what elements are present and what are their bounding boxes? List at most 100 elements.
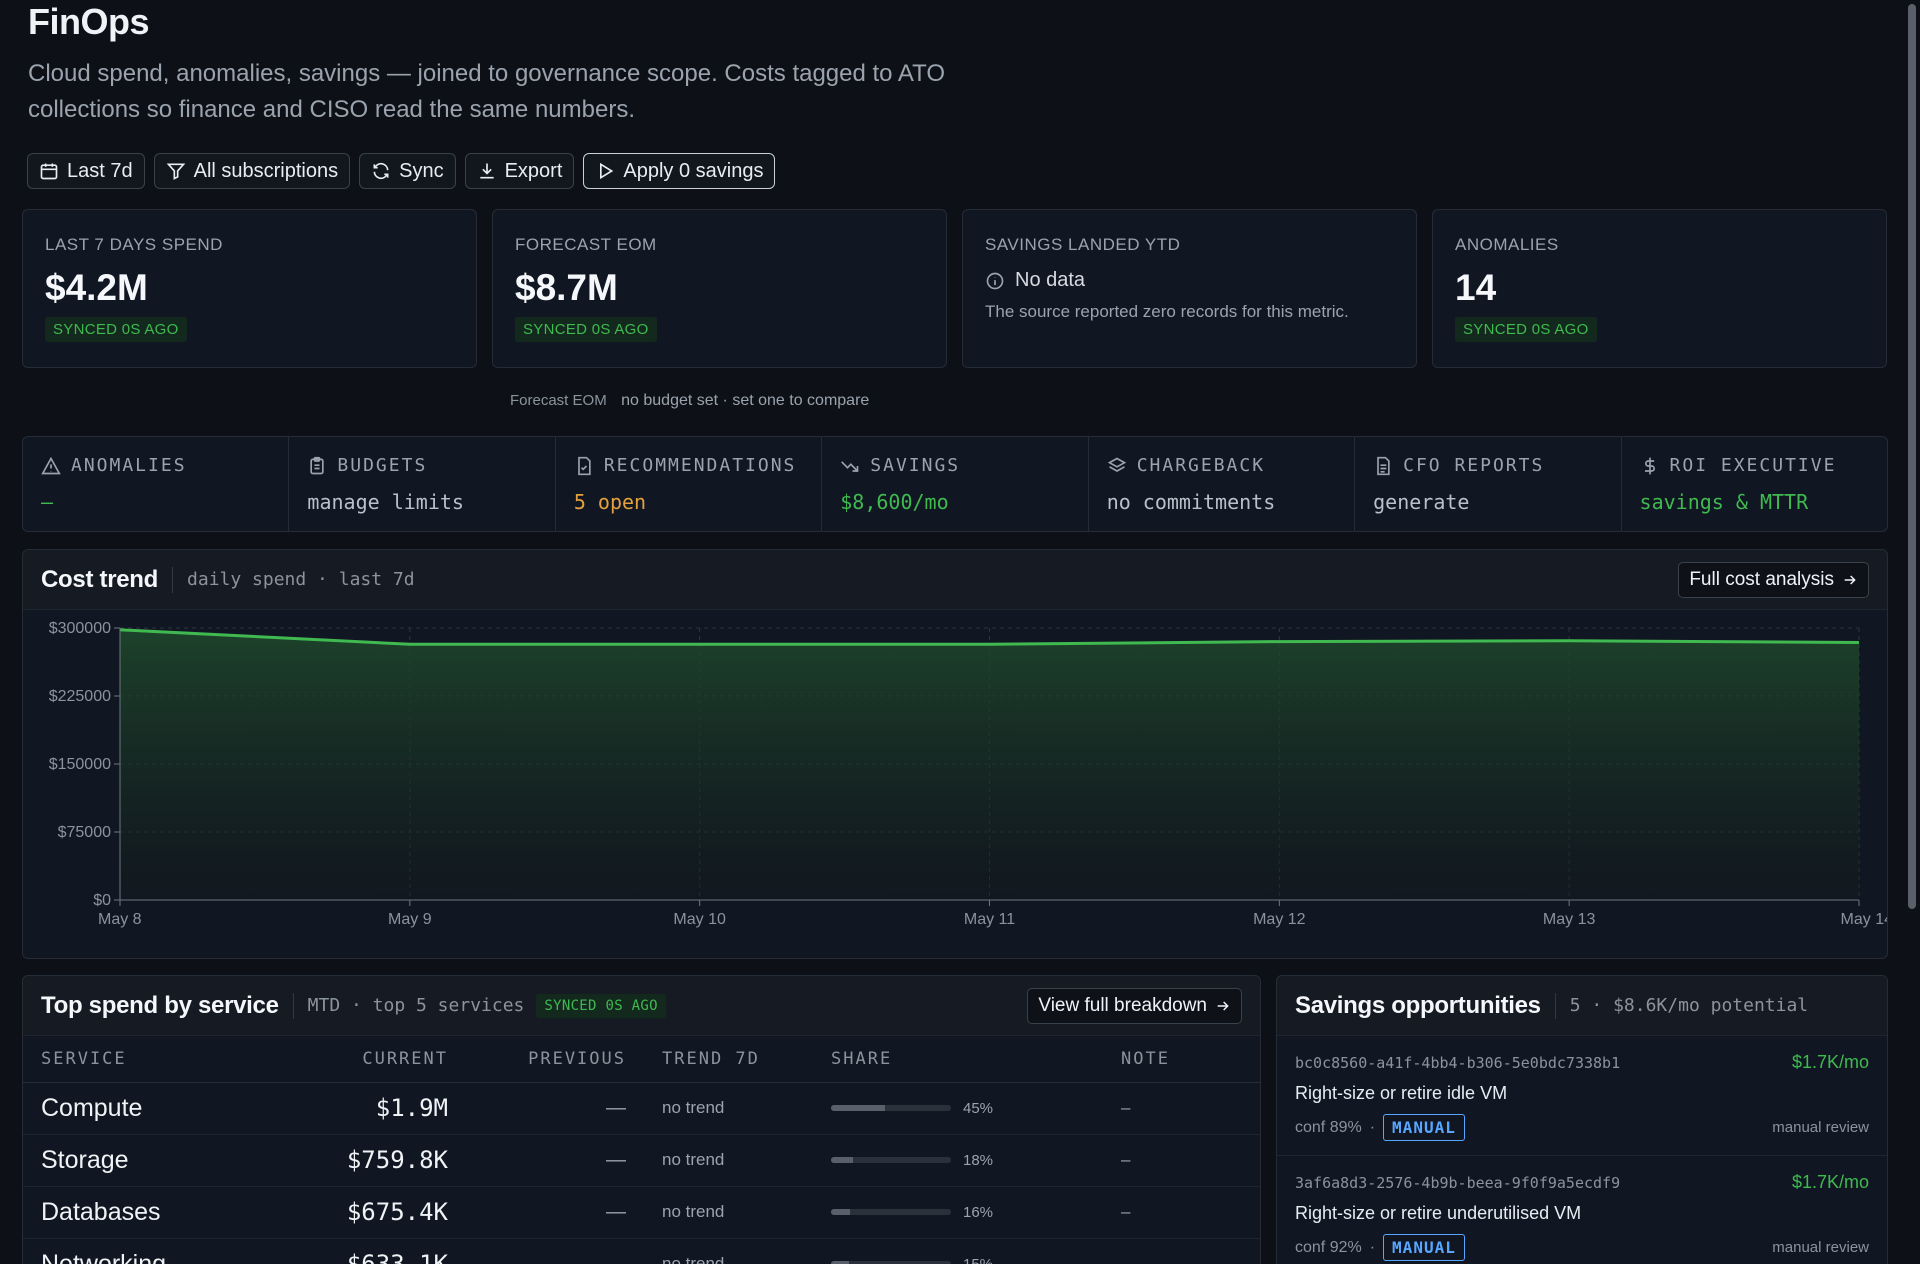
share-bar <box>831 1105 951 1111</box>
full-cost-analysis-button[interactable]: Full cost analysis <box>1678 561 1869 598</box>
trending-down-icon <box>841 460 859 472</box>
nav-label: ROI EXECUTIVE <box>1669 455 1837 476</box>
previous-value: — <box>448 1186 638 1239</box>
share-bar <box>831 1261 951 1264</box>
panel-meta: 5 · $8.6K/mo potential <box>1569 995 1809 1016</box>
table-row[interactable]: Compute $1.9M — no trend 45% – <box>23 1082 1260 1135</box>
opportunity-title: Right-size or retire underutilised VM <box>1295 1203 1582 1223</box>
previous-value: — <box>448 1238 638 1264</box>
kpi-card-spend: LAST 7 DAYS SPEND $4.2M SYNCED 0S AGO <box>22 209 477 368</box>
panel-title: Cost trend <box>41 565 159 593</box>
spend-table: SERVICE CURRENT PREVIOUS TREND 7D SHARE … <box>23 1036 1260 1264</box>
kpi-card-savings-ytd: SAVINGS LANDED YTD No data The source re… <box>962 209 1417 368</box>
info-icon <box>986 272 1004 289</box>
panel-meta: daily spend · last 7d <box>187 569 415 590</box>
apply-savings-button[interactable]: Apply 0 savings <box>583 153 776 189</box>
sync-badge: SYNCED 0S AGO <box>536 993 666 1018</box>
kpi-value: 14 <box>1455 267 1497 308</box>
file-text-icon <box>1377 456 1390 475</box>
col-current: CURRENT <box>278 1036 448 1083</box>
panel-title: Top spend by service <box>41 991 279 1019</box>
forecast-note-text: no budget set · set one to compare <box>621 392 870 409</box>
previous-value: — <box>448 1134 638 1187</box>
sync-button[interactable]: Sync <box>359 153 456 189</box>
col-trend: TREND 7D <box>638 1036 831 1083</box>
x-tick-label: May 12 <box>1253 911 1306 928</box>
cost-trend-panel: Cost trend daily spend · last 7d Full co… <box>22 549 1888 959</box>
no-data-label: No data <box>1015 269 1086 291</box>
page-subtitle: Cloud spend, anomalies, savings — joined… <box>28 60 945 123</box>
savings-opportunity-item[interactable]: 3af6a8d3-2576-4b9b-beea-9f0f9a5ecdf9 $1.… <box>1277 1156 1887 1264</box>
share-label: 16% <box>963 1203 994 1221</box>
nav-cfo-reports[interactable]: CFO REPORTS generate <box>1355 437 1622 531</box>
nav-anomalies[interactable]: ANOMALIES — <box>23 437 290 531</box>
trend-value: no trend <box>638 1238 831 1264</box>
forecast-note: Forecast EOM no budget set · set one to … <box>510 392 869 410</box>
savings-opportunity-item[interactable]: bc0c8560-a41f-4bb4-b306-5e0bdc7338b1 $1.… <box>1277 1036 1887 1156</box>
opportunity-id: 3af6a8d3-2576-4b9b-beea-9f0f9a5ecdf9 <box>1295 1173 1621 1192</box>
button-label: Full cost analysis <box>1689 568 1834 590</box>
trend-value: no trend <box>638 1186 831 1239</box>
refresh-icon <box>373 162 389 180</box>
note-value: – <box>1121 1134 1260 1187</box>
current-value: $759.8K <box>278 1134 448 1187</box>
manual-badge: MANUAL <box>1383 1114 1465 1141</box>
nav-label: SAVINGS <box>870 455 961 476</box>
opportunity-title: Right-size or retire idle VM <box>1295 1083 1508 1103</box>
nav-label: RECOMMENDATIONS <box>603 455 797 476</box>
share-label: 45% <box>963 1099 994 1117</box>
nav-recommendations[interactable]: RECOMMENDATIONS 5 open <box>556 437 823 531</box>
col-note: NOTE <box>1121 1036 1260 1083</box>
nav-value: generate <box>1373 490 1470 514</box>
opportunity-amount: $1.7K/mo <box>1791 1052 1869 1072</box>
nav-roi-executive[interactable]: ROI EXECUTIVE savings & MTTR <box>1622 437 1887 531</box>
panel-header: Top spend by service MTD · top 5 service… <box>23 976 1260 1036</box>
subscription-filter-button[interactable]: All subscriptions <box>153 153 351 189</box>
nav-label: CFO REPORTS <box>1403 455 1545 476</box>
kpi-label: FORECAST EOM <box>515 235 657 254</box>
date-range-button[interactable]: Last 7d <box>27 153 145 189</box>
share-bar <box>831 1157 951 1163</box>
arrow-right-icon <box>1844 574 1856 585</box>
dollar-icon <box>1644 457 1655 474</box>
nav-chargeback[interactable]: CHARGEBACK no commitments <box>1089 437 1356 531</box>
scrollbar-thumb[interactable] <box>1908 4 1916 909</box>
share-label: 15% <box>963 1255 994 1264</box>
note-value: – <box>1121 1238 1260 1264</box>
col-share: SHARE <box>831 1036 1121 1083</box>
page-scrollbar[interactable] <box>1904 0 1918 920</box>
table-row[interactable]: Databases $675.4K — no trend 16% – <box>23 1186 1260 1239</box>
x-tick-label: May 9 <box>388 911 432 928</box>
page-title: FinOps <box>28 1 150 42</box>
table-row[interactable]: Storage $759.8K — no trend 18% – <box>23 1134 1260 1187</box>
file-check-icon <box>578 456 591 475</box>
y-tick-label: $75000 <box>58 824 111 841</box>
sync-label: Sync <box>399 159 444 182</box>
current-value: $675.4K <box>278 1186 448 1239</box>
no-data-description: The source reported zero records for thi… <box>985 302 1349 321</box>
panel-header: Savings opportunities 5 · $8.6K/mo poten… <box>1277 976 1887 1036</box>
nav-budgets[interactable]: BUDGETS manage limits <box>289 437 556 531</box>
cost-trend-chart: $0 $75000 $150000 $225000 $300000 May 8 May 9 M… <box>49 620 1887 928</box>
forecast-note-key: Forecast EOM <box>510 392 607 409</box>
note-value: – <box>1121 1186 1260 1239</box>
y-tick-label: $150000 <box>49 756 111 773</box>
table-row[interactable]: Networking $633.1K — no trend 15% – <box>23 1238 1260 1264</box>
view-full-breakdown-button[interactable]: View full breakdown <box>1027 987 1242 1024</box>
table-header-row: SERVICE CURRENT PREVIOUS TREND 7D SHARE … <box>23 1036 1260 1083</box>
export-button[interactable]: Export <box>464 153 575 189</box>
filter-icon <box>166 163 185 180</box>
subscription-filter-label: All subscriptions <box>193 159 339 182</box>
panel-header: Cost trend daily spend · last 7d Full co… <box>23 550 1887 610</box>
triangle-alert-icon <box>41 456 61 474</box>
opportunity-confidence: conf 89% <box>1295 1118 1362 1136</box>
service-name: Networking <box>23 1238 278 1264</box>
nav-savings[interactable]: SAVINGS $8,600/mo <box>822 437 1089 531</box>
kpi-value: $4.2M <box>45 267 148 308</box>
x-tick-label: May 8 <box>98 911 142 928</box>
clipboard-icon <box>310 456 325 474</box>
panel-title: Savings opportunities <box>1295 991 1541 1019</box>
nav-value: savings & MTTR <box>1639 490 1809 514</box>
kpi-value: $8.7M <box>515 267 618 308</box>
nav-value: — <box>41 490 54 514</box>
